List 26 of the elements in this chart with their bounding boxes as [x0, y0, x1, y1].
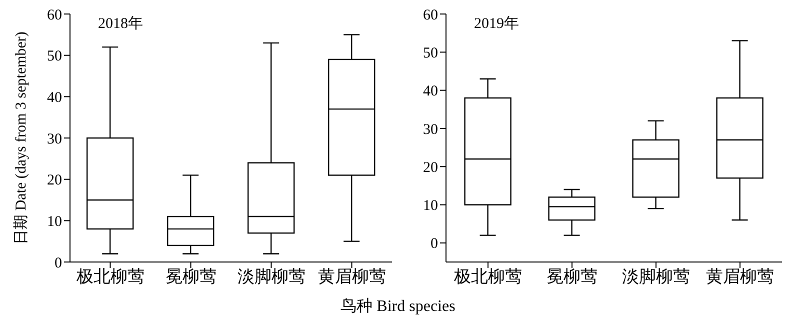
- y-tick-label: 60: [47, 7, 62, 24]
- x-tick-label: 淡脚柳莺: [237, 267, 306, 286]
- x-tick-label: 淡脚柳莺: [622, 267, 690, 286]
- y-tick-label: 50: [47, 48, 62, 65]
- y-tick-label: 30: [423, 122, 438, 138]
- y-tick-label: 10: [47, 214, 62, 230]
- x-tick-label: 极北柳莺: [453, 267, 522, 286]
- x-tick-label: 极北柳莺: [75, 267, 144, 286]
- x-tick-label: 冕柳莺: [546, 267, 598, 286]
- x-tick-label: 黄眉柳莺: [318, 267, 386, 286]
- x-tick-label: 黄眉柳莺: [706, 267, 774, 286]
- y-tick-label: 50: [423, 45, 438, 62]
- annotation: 2018年: [98, 15, 143, 33]
- y-tick-label: 0: [430, 236, 438, 252]
- y-tick-label: 40: [47, 90, 62, 106]
- x-axis-title: 鸟种 Bird species: [340, 296, 456, 317]
- y-tick-label: 10: [423, 198, 438, 214]
- y-tick-label: 20: [423, 160, 438, 176]
- y-tick-label: 60: [423, 7, 438, 24]
- x-tick-label: 冕柳莺: [165, 267, 216, 286]
- y-tick-label: 0: [54, 255, 62, 272]
- annotation: 2019年: [474, 15, 519, 33]
- y-tick-label: 40: [423, 84, 438, 100]
- y-tick-label: 20: [47, 172, 62, 189]
- y-axis-title: 日期 Date (days from 3 september): [12, 32, 30, 244]
- y-tick-label: 30: [47, 131, 62, 148]
